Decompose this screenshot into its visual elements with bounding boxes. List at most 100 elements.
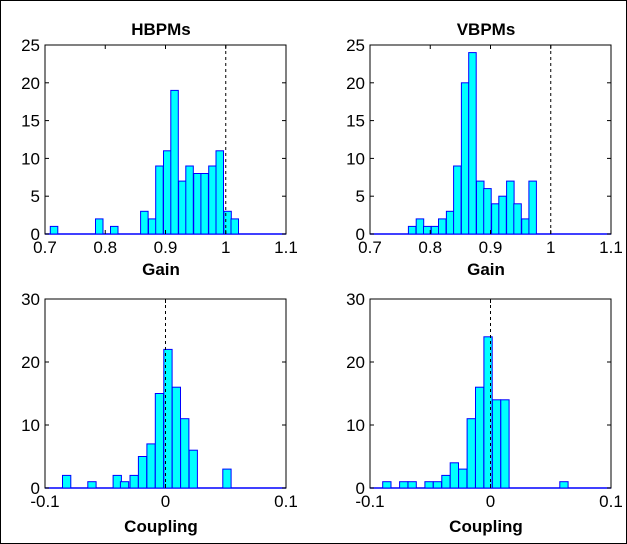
histogram-bar xyxy=(155,165,164,235)
panel-title: VBPMs xyxy=(457,20,516,39)
histogram-bar xyxy=(466,418,476,489)
y-tick-label: 20 xyxy=(21,353,40,372)
x-tick-label: 0.8 xyxy=(418,238,442,257)
histogram-bar xyxy=(438,218,447,235)
histogram-bar xyxy=(430,225,440,235)
x-tick-label: 1 xyxy=(546,238,555,257)
histogram-bar xyxy=(415,218,425,235)
histogram-bar xyxy=(449,462,460,489)
histogram-bar xyxy=(498,195,507,235)
histogram-bar xyxy=(475,386,485,489)
histogram-bar xyxy=(180,418,190,489)
histogram-bar xyxy=(146,443,156,489)
histogram-bar xyxy=(432,481,443,489)
histogram-bar xyxy=(513,203,522,235)
histogram-bar xyxy=(208,165,217,235)
histogram-bar xyxy=(185,165,194,235)
x-tick-label: 1.1 xyxy=(274,238,298,257)
histogram-bar xyxy=(491,203,500,235)
y-tick-label: 30 xyxy=(21,290,40,309)
x-tick-label: 0 xyxy=(486,492,495,511)
y-tick-label: 10 xyxy=(346,416,365,435)
y-tick-label: 0 xyxy=(31,479,40,498)
histogram-bar xyxy=(110,225,119,235)
y-tick-label: 20 xyxy=(346,353,365,372)
y-tick-label: 10 xyxy=(21,149,40,168)
y-tick-label: 20 xyxy=(21,74,40,93)
histogram-bar xyxy=(458,468,468,489)
histogram-bar xyxy=(500,399,510,489)
histogram-bar xyxy=(193,173,202,235)
histogram-bar xyxy=(154,393,165,489)
y-tick-label: 10 xyxy=(346,149,365,168)
x-tick-label: 0.7 xyxy=(358,238,382,257)
x-axis-label: Gain xyxy=(142,260,180,279)
histogram-bar xyxy=(445,210,455,235)
histogram-bar xyxy=(424,481,434,489)
x-tick-label: 0.8 xyxy=(93,238,117,257)
histogram-bar xyxy=(476,180,485,235)
y-tick-label: 0 xyxy=(356,225,365,244)
x-tick-label: 0.1 xyxy=(274,492,298,511)
histogram-bar xyxy=(407,481,417,489)
histogram-bar xyxy=(188,449,198,489)
x-tick-label: 1 xyxy=(221,238,230,257)
histogram-bar xyxy=(62,474,72,489)
histogram-bar xyxy=(453,165,462,235)
x-axis-label: Gain xyxy=(467,260,505,279)
x-tick-label: 0 xyxy=(161,492,170,511)
x-axis-label: Coupling xyxy=(124,517,198,536)
y-tick-label: 15 xyxy=(346,112,365,131)
histogram-bar xyxy=(468,52,477,235)
panel-hbpm-gain: HBPMs Gain 0.7 0.8 0.9 1 1.1 0 5 10 15 20 25 xyxy=(21,20,298,279)
histogram-bar xyxy=(506,180,515,235)
histogram-bar xyxy=(49,225,59,235)
histogram-bar xyxy=(148,218,157,235)
histogram-bar xyxy=(222,468,232,489)
y-tick-label: 5 xyxy=(356,187,365,206)
y-tick-label: 30 xyxy=(346,290,365,309)
histogram-bar xyxy=(521,218,530,235)
x-tick-label: 0.7 xyxy=(33,238,57,257)
histogram-bar xyxy=(140,210,149,235)
histogram-bar xyxy=(230,218,239,235)
histogram-bar xyxy=(119,481,130,489)
y-tick-label: 10 xyxy=(21,416,40,435)
y-tick-label: 15 xyxy=(21,112,40,131)
histogram-bar xyxy=(528,180,537,235)
panel-vbpm-gain: VBPMs Gain 0.7 0.8 0.9 1 1.1 0 5 10 15 20 25 xyxy=(346,20,623,279)
x-tick-label: 0.1 xyxy=(599,492,623,511)
histogram-bar xyxy=(87,481,97,489)
histogram-bar xyxy=(441,474,451,489)
x-axis-label: Coupling xyxy=(449,517,523,536)
x-tick-label: 0.9 xyxy=(154,238,178,257)
histogram-bar xyxy=(223,210,232,235)
y-tick-label: 5 xyxy=(31,187,40,206)
y-tick-label: 25 xyxy=(346,36,365,55)
histogram-bar xyxy=(163,150,172,235)
y-tick-label: 0 xyxy=(31,225,40,244)
histogram-bar xyxy=(200,173,209,235)
histogram-bar xyxy=(382,481,392,489)
histogram-bar xyxy=(129,474,139,489)
histogram-bar xyxy=(171,386,181,489)
x-tick-label: -0.1 xyxy=(30,492,59,511)
histogram-bar xyxy=(178,180,187,235)
histogram-bar xyxy=(170,89,179,235)
y-tick-label: 0 xyxy=(356,479,365,498)
histogram-bar xyxy=(491,399,502,489)
x-tick-label: 0.9 xyxy=(479,238,503,257)
panel-title: HBPMs xyxy=(131,20,191,39)
x-tick-label: 1.1 xyxy=(599,238,623,257)
histogram-bar xyxy=(399,481,409,489)
histogram-bar xyxy=(407,225,417,235)
y-tick-label: 25 xyxy=(21,36,40,55)
histogram-bar xyxy=(215,150,224,235)
histogram-bar xyxy=(559,481,569,489)
x-tick-label: -0.1 xyxy=(355,492,384,511)
histogram-bar xyxy=(95,218,104,235)
